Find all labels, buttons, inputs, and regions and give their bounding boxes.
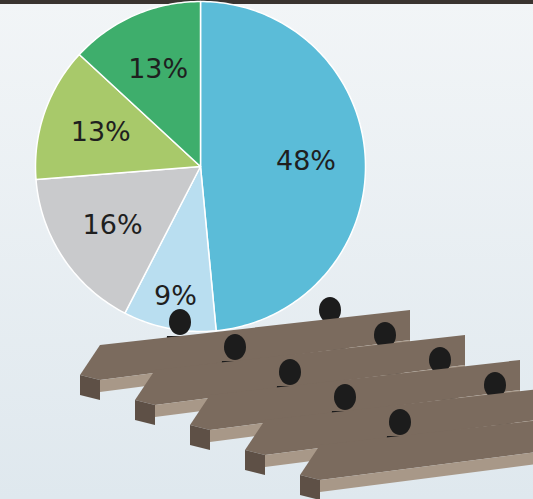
svg-text:16%: 16%: [83, 209, 143, 240]
svg-text:9%: 9%: [154, 280, 197, 311]
svg-text:13%: 13%: [71, 116, 131, 147]
svg-text:13%: 13%: [128, 53, 188, 84]
svg-text:48%: 48%: [276, 145, 336, 176]
